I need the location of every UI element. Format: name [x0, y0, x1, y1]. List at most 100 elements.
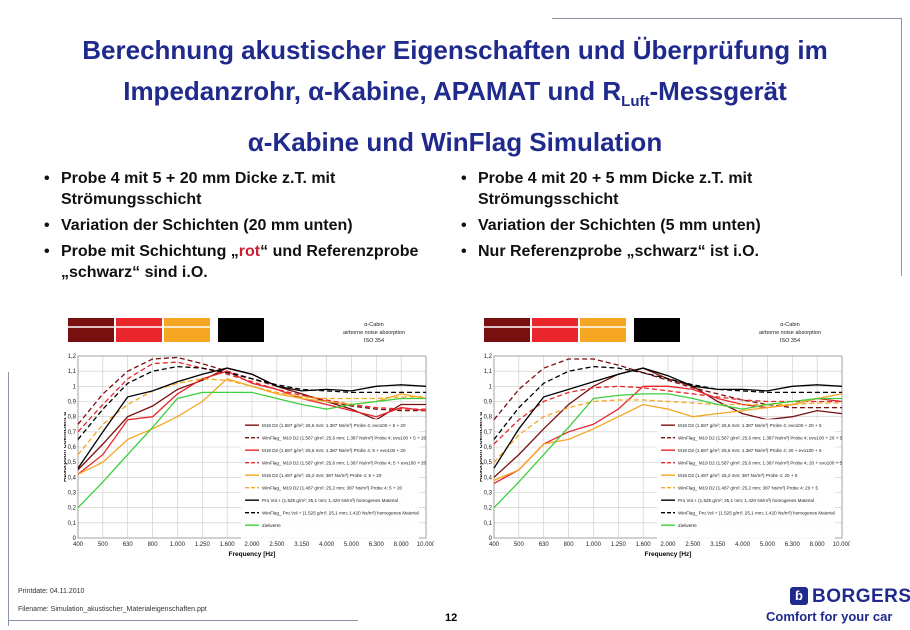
y-tick-label: 0,7 [484, 430, 493, 436]
x-tick-label: 10.000 [417, 542, 434, 548]
y-tick-label: 0,3 [484, 491, 493, 497]
y-tick-label: 0,5 [484, 460, 493, 466]
chart-annotation: α-Cabin [364, 322, 383, 328]
title-line-2: Impedanzrohr, α-Kabine, APAMAT und RLuft… [20, 71, 890, 122]
x-tick-label: 5.000 [760, 542, 776, 548]
y-tick-label: 0 [489, 536, 493, 542]
legend-label: WinFlag_ M19 D2 (1.587 g/m²; 25,6 mm; 1.… [262, 461, 427, 466]
x-tick-label: 630 [123, 542, 134, 548]
right-bullet-1: Probe 4 mit 20 + 5 mm Dicke z.T. mit Str… [461, 168, 881, 210]
y-tick-label: 0,1 [68, 521, 77, 527]
legend-label: Pro.Vol.+ (1.525 g/m²; 25,1 mm; 1.420 Ns… [678, 498, 814, 503]
frame-line-right [901, 18, 902, 276]
legend-label: M19 D2 (1.487 g/m²; 25,2 mm; 387 Ns/m³) … [678, 473, 798, 478]
left-bullet-1: Probe 4 mit 5 + 20 mm Dicke z.T. mit Str… [44, 168, 444, 210]
legend-label: M19 D2 (1.587 g/m²; 25,6 mm; 1.387 Ns/m³… [678, 448, 822, 453]
legend-label: WinFlag_ M19 D2 (1.487 g/m²; 25,2 mm; 38… [262, 486, 402, 491]
y-tick-label: 0,3 [68, 491, 77, 497]
title-line-2-end: -Messgerät [649, 76, 787, 106]
x-tick-label: 8.000 [810, 542, 826, 548]
y-tick-label: 0,2 [484, 506, 493, 512]
legend-label: WinFlag_ M19 D2 (1.487 g/m²; 25,2 mm; 38… [678, 486, 818, 491]
legend-label: WinFlag_ Pro.Vol.+ (1.525 g/m²; 25,1 mm;… [262, 511, 419, 516]
right-bullet-list: Probe 4 mit 20 + 5 mm Dicke z.T. mit Str… [461, 168, 881, 267]
color-swatch [484, 318, 530, 342]
frame-line-left [8, 372, 9, 626]
series-line [493, 393, 842, 509]
series-line [493, 365, 842, 440]
color-swatch [580, 318, 626, 342]
x-tick-label: 1.000 [586, 542, 602, 548]
series-line [77, 391, 426, 509]
y-tick-label: 0 [73, 536, 77, 542]
left-bullet-list: Probe 4 mit 5 + 20 mm Dicke z.T. mit Str… [44, 168, 444, 288]
y-tick-label: 0,9 [68, 400, 77, 406]
x-tick-label: 6.300 [369, 542, 385, 548]
legend-label: WinFlag_ M19 D2 (1.587 g/m²; 25,6 mm; 1.… [262, 436, 427, 441]
y-tick-label: 0,5 [68, 460, 77, 466]
chart-annotation: airborne noise absorption [343, 330, 405, 336]
print-date: Printdate: 04.11.2010 [18, 588, 85, 595]
chart-annotation: ISO 354 [364, 338, 384, 344]
left-bullet-3-end: “ und Referenzprobe „schwarz“ sind i.O. [61, 243, 419, 281]
x-tick-label: 10.000 [833, 542, 850, 548]
series-line [493, 367, 843, 469]
x-tick-label: 500 [98, 542, 109, 548]
slide-title: Berechnung akustischer Eigenschaften und… [20, 30, 890, 163]
left-bullet-3: Probe mit Schichtung „rot“ und Referenzp… [44, 241, 444, 283]
title-line-2-subscript: Luft [621, 93, 650, 111]
absorption-chart-right: α-Cabin airborne noise absorption ISO 354 0… [480, 316, 850, 572]
y-tick-label: 0,8 [68, 415, 77, 421]
tagline: Comfort for your car [766, 609, 893, 624]
x-tick-label: 3.150 [294, 542, 310, 548]
y-tick-label: 0,2 [68, 506, 77, 512]
color-swatch [218, 318, 264, 342]
x-tick-label: 2.500 [269, 542, 285, 548]
borgers-logo: ɓ BORGERS [790, 586, 910, 608]
page-number: 12 [445, 612, 458, 624]
color-swatch [116, 318, 162, 342]
series-line [493, 393, 843, 481]
color-swatch [68, 318, 114, 342]
y-axis-label: Absorption Coefficient α [480, 412, 484, 482]
series-line [77, 378, 426, 456]
frame-line-bottom [8, 620, 358, 621]
absorption-chart-right-svg: α-Cabin airborne noise absorption ISO 354 0… [480, 318, 850, 558]
chart-annotation: airborne noise absorption [759, 330, 821, 336]
borgers-logo-icon: ɓ [790, 587, 808, 605]
x-tick-label: 4.000 [735, 542, 751, 548]
file-name: Filename: Simulation_akustischer_Materia… [18, 606, 207, 613]
y-tick-label: 0,1 [484, 521, 493, 527]
y-tick-label: 0,7 [68, 430, 77, 436]
title-line-1: Berechnung akustischer Eigenschaften und… [82, 35, 828, 65]
color-swatch [164, 318, 210, 342]
legend-label: WinFlag_ M19 D2 (1.587 g/m²; 25,6 mm; 1.… [678, 461, 843, 466]
left-bullet-3-start: Probe mit Schichtung „ [61, 243, 239, 260]
y-tick-label: 1,1 [484, 369, 493, 375]
legend-label: M19 D2 (1.587 g/m²; 25,6 mm; 1.387 Ns/m³… [262, 448, 406, 453]
series-line [77, 370, 427, 475]
x-tick-label: 2.000 [660, 542, 676, 548]
y-tick-label: 0,9 [484, 400, 493, 406]
legend-label: WinFlag_ Pro.Vol.+ (1.525 g/m²; 25,1 mm;… [678, 511, 835, 516]
x-tick-label: 5.000 [344, 542, 360, 548]
x-tick-label: 1.250 [611, 542, 627, 548]
series-line [493, 385, 842, 445]
x-tick-label: 8.000 [394, 542, 410, 548]
y-tick-label: 1,2 [484, 354, 493, 360]
x-tick-label: 3.150 [710, 542, 726, 548]
y-tick-label: 1 [73, 384, 77, 390]
y-tick-label: 0,8 [484, 415, 493, 421]
title-line-3: α-Kabine und WinFlag Simulation [247, 127, 663, 158]
color-swatch [634, 318, 680, 342]
series-line [493, 358, 842, 421]
y-tick-label: 0,6 [484, 445, 493, 451]
legend-label: M19 D2 (1.587 g/m²; 25,6 mm; 1.387 Ns/m³… [678, 423, 822, 428]
chart-annotation: α-Cabin [780, 322, 799, 328]
x-tick-label: 2.500 [685, 542, 701, 548]
series-line [493, 399, 842, 463]
x-tick-label: 4.000 [319, 542, 335, 548]
x-tick-label: 1.600 [636, 542, 652, 548]
legend-label: Zielwerte [678, 523, 697, 528]
absorption-chart-left: α-Cabin airborne noise absorption ISO 354 0… [64, 316, 434, 572]
